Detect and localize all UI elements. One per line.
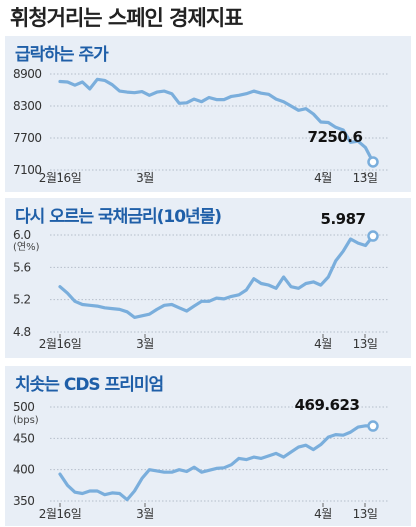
x-tick-label: 2월16일 xyxy=(39,507,82,521)
stock-price-panel: 급락하는 주가 8900 8300 7700 7100 2월16일 3월 4월 13일 7250… xyxy=(5,36,411,192)
x-tick-label: 3월 xyxy=(136,337,154,351)
unit-label: (연%) xyxy=(13,241,40,253)
end-point-marker xyxy=(367,156,379,168)
cds-premium-panel: 치솟는 CDS 프리미엄 500 450 400 350 (bps) 2월16일 3월 4월 1… xyxy=(5,366,411,526)
bond-yield-panel: 다시 오르는 국채금리(10년물) 6.0 5.6 5.2 4.8 (연%) 2월16일 3… xyxy=(5,198,411,358)
x-tick-label: 2월16일 xyxy=(39,337,82,351)
end-point-marker xyxy=(367,230,379,242)
series-line xyxy=(58,234,375,320)
series-line xyxy=(58,424,375,502)
x-tick-label: 3월 xyxy=(136,171,154,185)
end-value-label: 7250.6 xyxy=(308,128,363,146)
x-tick-label: 3월 xyxy=(136,507,154,521)
x-tick-label: 13일 xyxy=(353,507,378,521)
stock-price-title: 급락하는 주가 xyxy=(15,45,109,65)
end-point-marker xyxy=(367,420,379,432)
cds-premium-title: 치솟는 CDS 프리미엄 xyxy=(15,375,164,395)
y-tick-label: 7700 xyxy=(13,131,42,145)
x-tick-label: 2월16일 xyxy=(39,171,82,185)
y-tick-label: 7100 xyxy=(13,163,42,177)
main-title: 휘청거리는 스페인 경제지표 xyxy=(10,6,243,30)
x-tick-label: 13일 xyxy=(353,171,378,185)
y-tick-label: 450 xyxy=(13,431,34,445)
end-value-label: 5.987 xyxy=(321,210,366,228)
x-tick-label: 4월 xyxy=(314,337,332,351)
y-tick-label: 8300 xyxy=(13,99,42,113)
bond-yield-title: 다시 오르는 국채금리(10년물) xyxy=(15,207,222,227)
y-tick-label: 5.2 xyxy=(13,293,31,307)
x-tick-label: 13일 xyxy=(353,337,378,351)
end-value-label: 469.623 xyxy=(295,396,360,414)
series-line xyxy=(58,77,375,164)
y-tick-label: 500 xyxy=(13,400,34,414)
y-tick-label: 6.0 xyxy=(13,228,31,242)
y-tick-label: 5.6 xyxy=(13,260,31,274)
y-tick-label: 4.8 xyxy=(13,325,31,339)
y-tick-label: 400 xyxy=(13,463,34,477)
bond-yield-chart: 6.0 5.6 5.2 4.8 (연%) 2월16일 3월 4월 13일 5.987 xyxy=(13,210,389,351)
x-tick-label: 4월 xyxy=(314,171,332,185)
unit-label: (bps) xyxy=(13,415,39,426)
y-tick-label: 8900 xyxy=(13,67,42,81)
x-tick-label: 4월 xyxy=(314,507,332,521)
cds-premium-chart: 500 450 400 350 (bps) 2월16일 3월 4월 13일 469.623 xyxy=(13,396,389,521)
y-tick-label: 350 xyxy=(13,494,34,508)
